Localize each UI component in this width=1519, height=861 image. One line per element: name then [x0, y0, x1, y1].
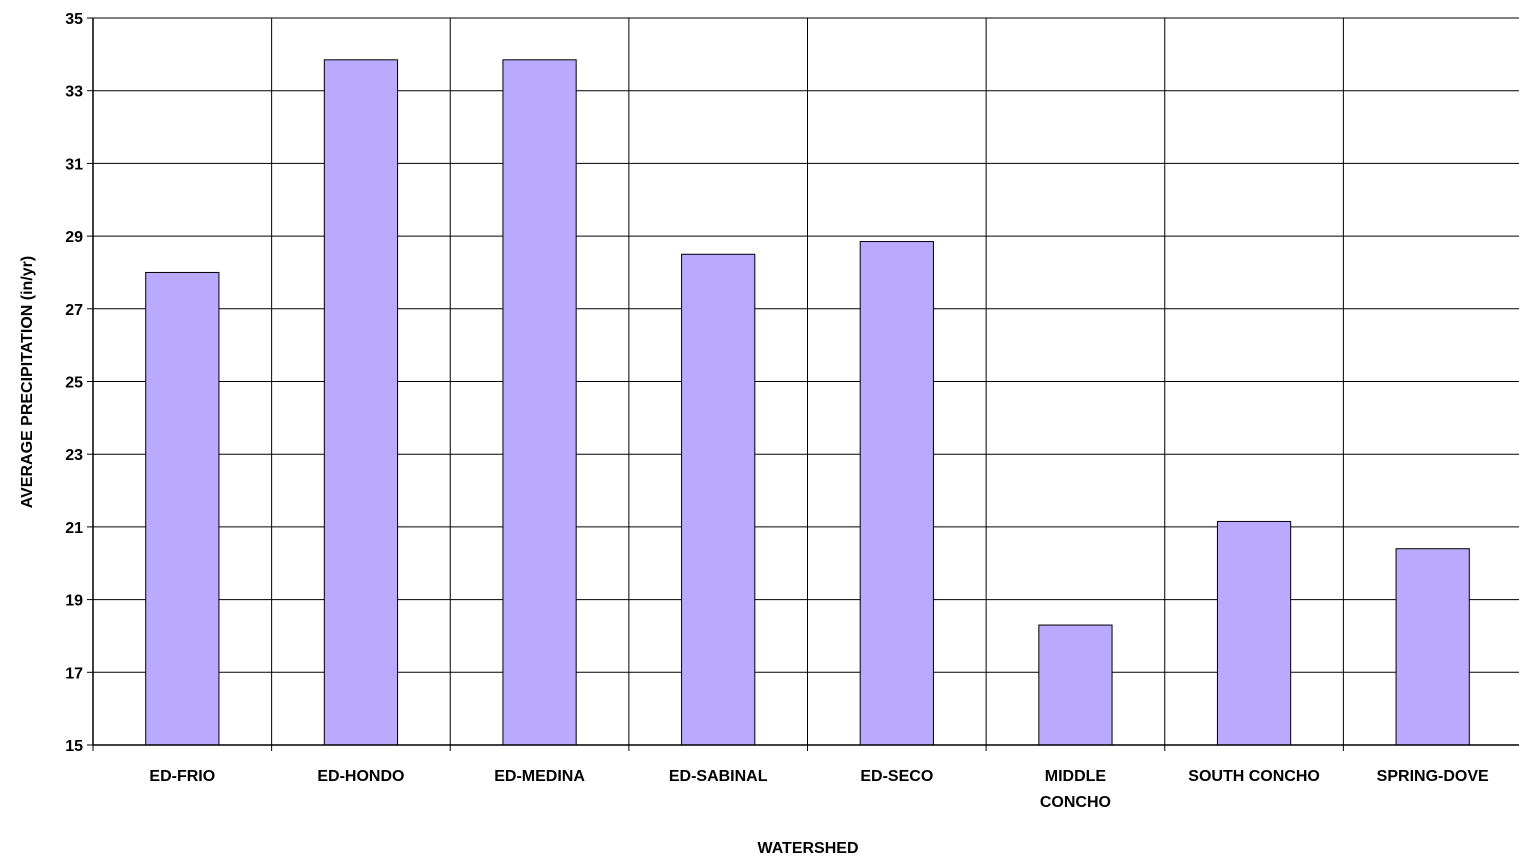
x-tick-label: MIDDLE — [1045, 768, 1107, 785]
y-tick-label: 17 — [65, 665, 83, 682]
x-tick-label: ED-MEDINA — [494, 768, 585, 785]
label-layer: 15 17 19 21 23 25 27 29 31 33 35 ED-FRIO ED-HONDO ED-… — [65, 11, 1489, 811]
x-tick-label: ED-SECO — [860, 768, 933, 785]
y-tick-label: 31 — [65, 156, 83, 173]
y-axis-title: AVERAGE PRECIPITATION (in/yr) — [19, 256, 36, 508]
bar — [323, 59, 399, 746]
x-tick-label: ED-HONDO — [317, 768, 404, 785]
bar — [1395, 548, 1470, 746]
bar — [681, 253, 756, 746]
y-tick-label: 25 — [65, 375, 83, 392]
y-tick-label: 29 — [65, 229, 83, 246]
y-tick-label: 15 — [65, 738, 83, 755]
x-tick-label: CONCHO — [1040, 794, 1111, 811]
x-tick-label: SOUTH CONCHO — [1188, 768, 1320, 785]
y-tick-label: 35 — [65, 11, 83, 28]
bar — [145, 271, 220, 746]
y-tick-label: 23 — [65, 447, 83, 464]
y-tick-label: 19 — [65, 593, 83, 610]
y-tick-label: 21 — [65, 520, 83, 537]
bar — [502, 59, 577, 746]
y-tick-label: 33 — [65, 84, 83, 101]
x-tick-label: SPRING-DOVE — [1377, 768, 1489, 785]
x-tick-label: ED-SABINAL — [669, 768, 768, 785]
bar — [1038, 624, 1113, 746]
grid-layer — [93, 17, 1519, 746]
axis-layer — [87, 17, 1519, 751]
bar — [1216, 520, 1292, 746]
x-axis-title: WATERSHED — [757, 840, 858, 857]
bar — [859, 241, 934, 746]
x-tick-label: ED-FRIO — [149, 768, 215, 785]
bar-layer — [145, 59, 1470, 746]
y-tick-label: 27 — [65, 302, 83, 319]
